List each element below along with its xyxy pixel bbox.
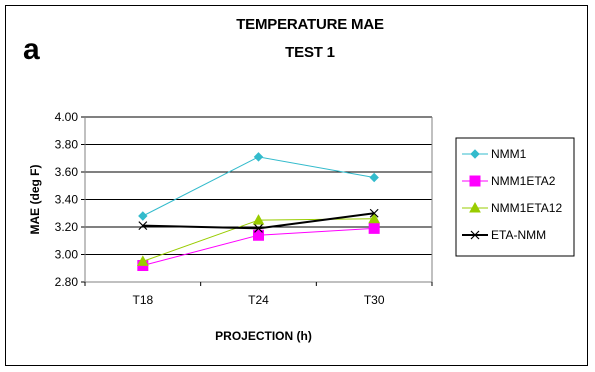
x-tick-label: T30 bbox=[364, 293, 385, 307]
data-point bbox=[253, 229, 264, 241]
data-point bbox=[369, 172, 379, 183]
y-tick-label: 2.80 bbox=[55, 275, 79, 289]
panel-label: a bbox=[23, 33, 40, 66]
data-point bbox=[369, 208, 379, 218]
data-point bbox=[469, 175, 481, 187]
legend-label: NMM1 bbox=[491, 147, 527, 161]
series-eta-nmm bbox=[138, 208, 379, 233]
legend-item: NMM1ETA2 bbox=[462, 174, 556, 188]
chart-title: TEMPERATURE MAE bbox=[236, 16, 384, 33]
y-tick-label: 3.40 bbox=[55, 193, 79, 207]
legend-label: ETA-NMM bbox=[491, 228, 546, 242]
data-point bbox=[470, 230, 480, 240]
data-point bbox=[136, 255, 149, 266]
x-axis-title: PROJECTION (h) bbox=[215, 329, 312, 343]
legend: NMM1 NMM1ETA2 NMM1ETA12 ETA-NMM bbox=[455, 137, 575, 257]
data-point bbox=[254, 223, 263, 233]
y-tick-label: 3.20 bbox=[55, 220, 79, 234]
x-tick-label: T24 bbox=[248, 293, 269, 307]
y-tick-label: 3.80 bbox=[55, 138, 79, 152]
data-point bbox=[253, 152, 264, 162]
chart-subtitle: TEST 1 bbox=[285, 44, 335, 61]
legend-item: NMM1 bbox=[462, 147, 527, 161]
data-point bbox=[470, 149, 480, 159]
y-tick-label: 3.60 bbox=[55, 165, 79, 179]
data-point bbox=[138, 211, 148, 221]
legend-item: NMM1ETA12 bbox=[462, 201, 562, 215]
data-point bbox=[138, 221, 148, 231]
series-nmm1 bbox=[138, 152, 379, 221]
data-point bbox=[368, 212, 381, 224]
legend-label: NMM1ETA12 bbox=[491, 201, 562, 215]
data-point bbox=[469, 201, 481, 213]
data-point bbox=[252, 214, 265, 225]
y-tick-label: 4.00 bbox=[55, 110, 79, 124]
x-tick-label: T18 bbox=[132, 293, 153, 307]
y-axis-title: MAE (deg F) bbox=[28, 165, 42, 235]
y-tick-label: 3.00 bbox=[55, 248, 79, 262]
legend-label: NMM1ETA2 bbox=[491, 174, 556, 188]
data-point bbox=[368, 222, 380, 234]
legend-item: ETA-NMM bbox=[462, 228, 546, 242]
